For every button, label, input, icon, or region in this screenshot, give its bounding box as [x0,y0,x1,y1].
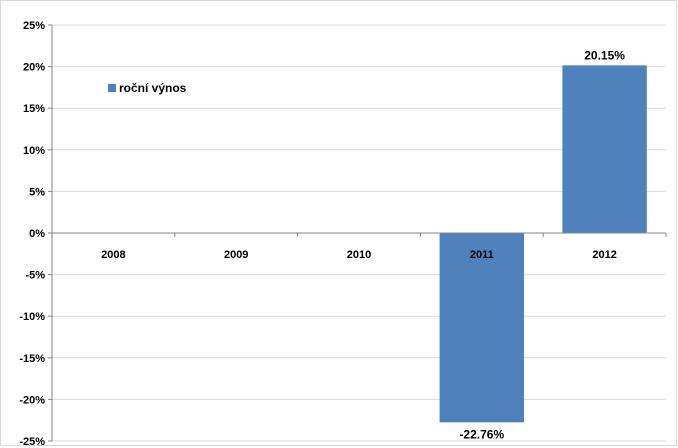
x-tick-label-2011: 2011 [470,249,494,261]
y-tick-label: 15% [23,103,45,115]
legend: roční výnos [108,81,187,95]
x-tick-label-2012: 2012 [592,249,616,261]
y-tick-label: -25% [19,436,45,448]
data-label-2012: 20.15% [584,48,625,62]
axes [48,24,667,442]
x-tick-label-2009: 2009 [224,249,248,261]
legend-swatch [108,84,116,92]
x-tick-label-2010: 2010 [347,249,371,261]
y-tick-label: -20% [19,394,45,406]
y-tick-label: -15% [19,353,45,365]
bar-2011 [439,233,525,423]
x-tick-label-2008: 2008 [101,249,125,261]
y-tick-label: -10% [19,311,45,323]
y-tick-label: 20% [23,62,45,74]
y-tick-label: 10% [23,145,45,157]
y-tick-label: -5% [25,270,45,282]
y-tick-label: 25% [23,20,45,32]
bar-2012 [562,65,647,234]
y-tick-label: 5% [29,186,45,198]
y-tick-label: 0% [29,228,45,240]
data-label-2011: -22.76% [459,427,504,441]
bars [439,65,647,423]
labels: 25% 20% 15% 10% 5% 0% -5% -10% -15% -20% -25% 2008 2… [19,20,625,448]
legend-label: roční výnos [119,81,187,95]
